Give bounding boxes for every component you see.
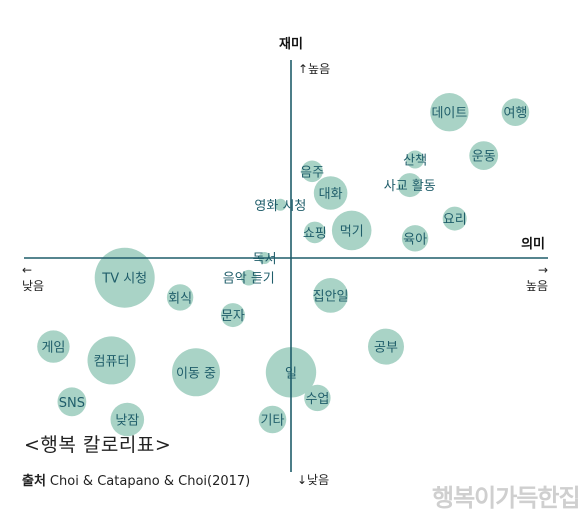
bubble-6 xyxy=(313,176,348,210)
bubble-0 xyxy=(430,93,469,132)
watermark-logo: 행복이가득한집 xyxy=(432,483,581,512)
bubble-label-14: TV 시청 xyxy=(101,272,147,287)
bubble-25 xyxy=(110,402,145,437)
bubble-label-21: 컴퓨터 xyxy=(94,354,130,369)
bubble-22 xyxy=(172,348,220,397)
source-text: Choi & Catapano & Choi(2017) xyxy=(49,474,251,489)
bubble-label-5: 음주 xyxy=(300,165,324,180)
y-axis-high-label: ↑높음 xyxy=(298,62,330,76)
bubble-label-7: 영화 시청 xyxy=(254,199,306,214)
bubble-label-15: 회식 xyxy=(168,291,192,306)
bubble-7 xyxy=(274,198,287,211)
source-label: 출처 xyxy=(22,474,46,489)
bubble-label-2: 운동 xyxy=(472,150,496,165)
bubble-2 xyxy=(469,141,499,171)
bubble-label-23: 수업 xyxy=(305,392,329,407)
bubble-21 xyxy=(87,336,136,385)
bubble-label-12: 독서 xyxy=(253,252,277,267)
bubble-14 xyxy=(94,247,155,308)
bubble-8 xyxy=(331,210,372,251)
bubble-5 xyxy=(301,160,323,183)
bubble-layer xyxy=(37,93,530,437)
bubble-1 xyxy=(501,98,530,126)
bubble-label-4: 사교 활동 xyxy=(384,179,436,194)
bubble-16 xyxy=(220,303,245,328)
bubble-label-0: 데이트 xyxy=(431,106,467,121)
bubble-17 xyxy=(313,278,348,313)
bubble-9 xyxy=(304,221,326,244)
bubble-4 xyxy=(397,173,422,198)
bubble-11 xyxy=(401,225,429,252)
bubble-label-11: 육아 xyxy=(403,232,427,247)
y-axis-low-label: ↓낮음 xyxy=(297,473,329,487)
bubble-13 xyxy=(241,269,257,286)
bubble-label-18: 공부 xyxy=(374,341,398,356)
bubble-24 xyxy=(57,387,87,417)
bubble-label-8: 먹기 xyxy=(340,224,364,239)
chart-source: 출처 Choi & Catapano & Choi(2017) xyxy=(22,470,250,489)
bubble-label-25: 낮잠 xyxy=(115,414,139,429)
bubble-label-24: SNS xyxy=(59,396,85,411)
x-axis-high-arrow: → xyxy=(538,263,548,277)
y-axis-title: 재미 xyxy=(279,36,303,52)
bubble-26 xyxy=(258,405,287,434)
bubble-label-1: 여행 xyxy=(503,105,527,121)
bubble-10 xyxy=(442,206,467,231)
x-axis-low-arrow: ← xyxy=(22,263,32,277)
bubble-label-20: 게임 xyxy=(41,341,65,356)
bubble-label-13: 음악 듣기 xyxy=(223,272,275,287)
x-axis-title: 의미 xyxy=(521,236,545,252)
x-axis-low-label: 낮음 xyxy=(22,279,44,293)
bubble-label-16: 문자 xyxy=(221,309,245,324)
bubble-label-17: 집안일 xyxy=(313,289,349,304)
bubble-23 xyxy=(304,384,331,412)
x-axis-high-label: 높음 xyxy=(526,279,548,293)
bubble-label-10: 요리 xyxy=(443,213,467,228)
bubble-label-3: 산책 xyxy=(403,154,427,169)
bubble-20 xyxy=(37,330,70,363)
bubble-label-6: 대화 xyxy=(319,187,343,202)
bubble-3 xyxy=(406,150,425,169)
chart-title: <행복 칼로리표> xyxy=(24,434,172,456)
bubble-label-19: 일 xyxy=(285,366,297,381)
bubble-18 xyxy=(368,328,404,365)
bubble-label-26: 기타 xyxy=(261,414,285,429)
bubble-label-22: 이동 중 xyxy=(176,366,216,381)
bubble-label-9: 쇼핑 xyxy=(303,226,327,241)
bubble-15 xyxy=(166,284,194,311)
